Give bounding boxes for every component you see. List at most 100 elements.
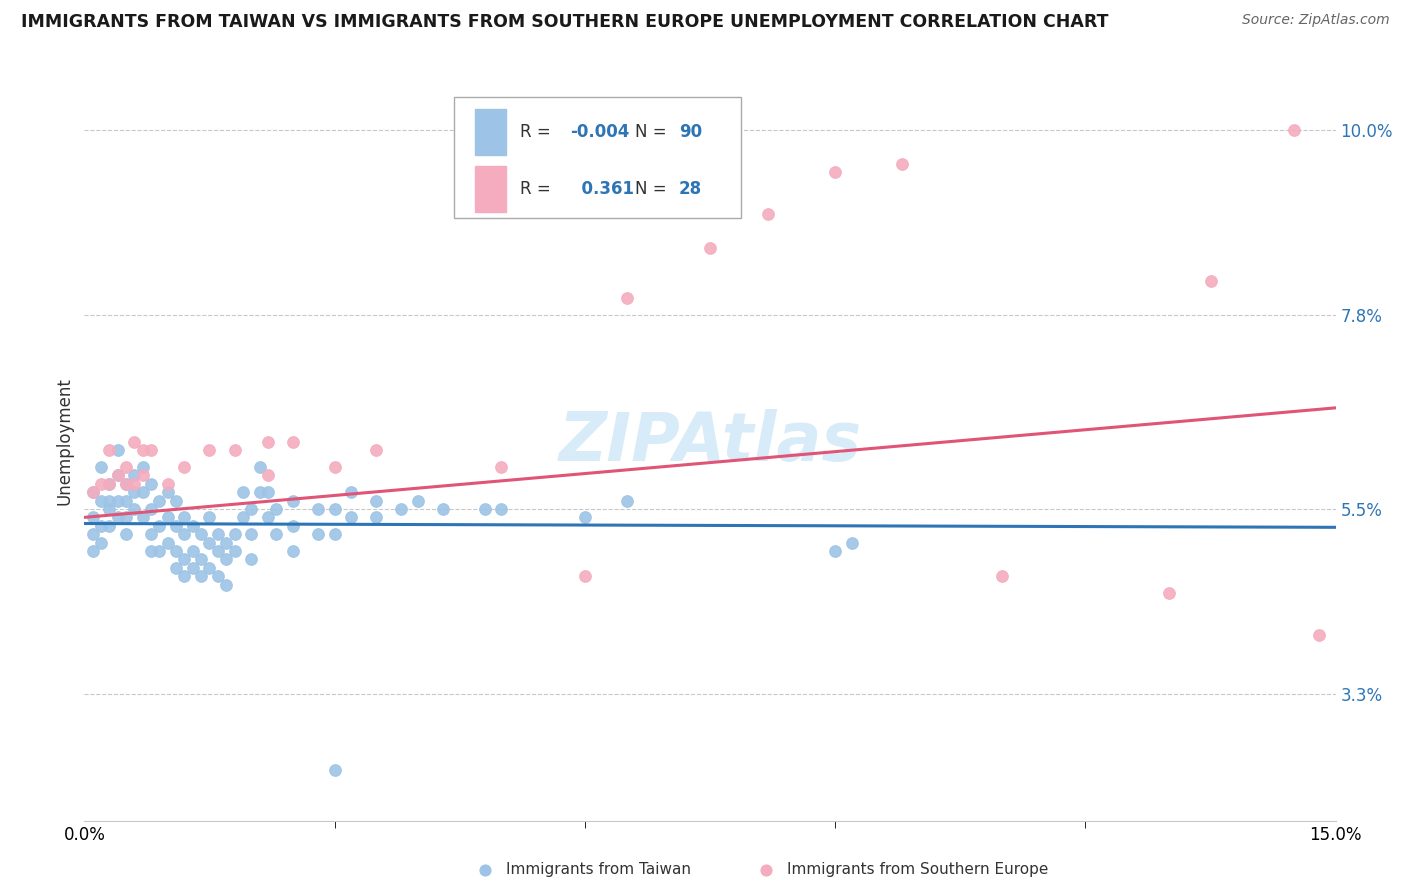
- Point: [156, 535, 179, 549]
- Point: [240, 502, 263, 516]
- Point: [824, 165, 846, 179]
- Point: [215, 578, 238, 592]
- Point: [491, 502, 513, 516]
- Text: R =: R =: [520, 123, 555, 141]
- Point: [198, 561, 221, 575]
- Bar: [475, 110, 506, 155]
- Point: [240, 552, 263, 566]
- Point: [90, 459, 112, 474]
- Text: Source: ZipAtlas.com: Source: ZipAtlas.com: [1241, 13, 1389, 28]
- Point: [432, 502, 454, 516]
- Point: [173, 459, 195, 474]
- Point: [699, 241, 721, 255]
- Point: [366, 442, 388, 457]
- Point: [474, 502, 496, 516]
- Point: [198, 535, 221, 549]
- Point: [115, 459, 138, 474]
- Point: [173, 569, 195, 583]
- Point: [574, 510, 596, 524]
- Point: [616, 493, 638, 508]
- Point: [98, 476, 121, 491]
- Point: [232, 485, 254, 500]
- Point: [190, 552, 212, 566]
- Point: [132, 442, 155, 457]
- Point: [139, 527, 162, 541]
- Point: [198, 442, 221, 457]
- Text: R =: R =: [520, 180, 555, 198]
- Text: 90: 90: [679, 123, 702, 141]
- Point: [82, 510, 104, 524]
- Point: [264, 502, 287, 516]
- Point: [323, 527, 346, 541]
- Point: [281, 544, 304, 558]
- FancyBboxPatch shape: [454, 96, 741, 218]
- Point: [340, 485, 363, 500]
- Point: [224, 544, 246, 558]
- Point: [139, 442, 162, 457]
- Point: [82, 485, 104, 500]
- Point: [90, 493, 112, 508]
- Point: [139, 502, 162, 516]
- Point: [156, 510, 179, 524]
- Point: [107, 510, 129, 524]
- Point: [181, 561, 204, 575]
- Point: [264, 527, 287, 541]
- Point: [82, 527, 104, 541]
- Text: Immigrants from Taiwan: Immigrants from Taiwan: [506, 863, 692, 877]
- Point: [207, 544, 229, 558]
- Point: [991, 569, 1014, 583]
- Point: [307, 502, 329, 516]
- Text: N =: N =: [636, 180, 672, 198]
- Point: [1157, 586, 1180, 600]
- Text: -0.004: -0.004: [569, 123, 630, 141]
- Point: [406, 493, 429, 508]
- Point: [323, 763, 346, 777]
- Point: [139, 544, 162, 558]
- Point: [215, 552, 238, 566]
- Point: [281, 518, 304, 533]
- Point: [181, 518, 204, 533]
- Point: [323, 502, 346, 516]
- Point: [165, 518, 187, 533]
- Point: [307, 527, 329, 541]
- Point: [257, 510, 280, 524]
- Bar: [475, 166, 506, 211]
- Point: [132, 468, 155, 483]
- Point: [1199, 275, 1222, 289]
- Point: [98, 476, 121, 491]
- Point: [824, 544, 846, 558]
- Text: ZIPAtlas: ZIPAtlas: [558, 409, 862, 475]
- Point: [190, 569, 212, 583]
- Text: 0.361: 0.361: [569, 180, 634, 198]
- Point: [173, 510, 195, 524]
- Point: [148, 518, 170, 533]
- Point: [890, 156, 912, 170]
- Point: [107, 468, 129, 483]
- Point: [124, 502, 146, 516]
- Text: 28: 28: [679, 180, 702, 198]
- Point: [82, 544, 104, 558]
- Point: [181, 544, 204, 558]
- Point: [156, 476, 179, 491]
- Point: [107, 468, 129, 483]
- Point: [98, 493, 121, 508]
- Point: [115, 493, 138, 508]
- Point: [240, 527, 263, 541]
- Point: [281, 434, 304, 449]
- Point: [115, 510, 138, 524]
- Point: [198, 510, 221, 524]
- Point: [249, 485, 271, 500]
- Point: [173, 527, 195, 541]
- Point: [491, 459, 513, 474]
- Point: [90, 476, 112, 491]
- Point: [841, 535, 863, 549]
- Point: [115, 476, 138, 491]
- Point: [124, 485, 146, 500]
- Point: [148, 493, 170, 508]
- Point: [107, 493, 129, 508]
- Point: [215, 535, 238, 549]
- Point: [366, 493, 388, 508]
- Point: [281, 493, 304, 508]
- Point: [124, 434, 146, 449]
- Point: [132, 510, 155, 524]
